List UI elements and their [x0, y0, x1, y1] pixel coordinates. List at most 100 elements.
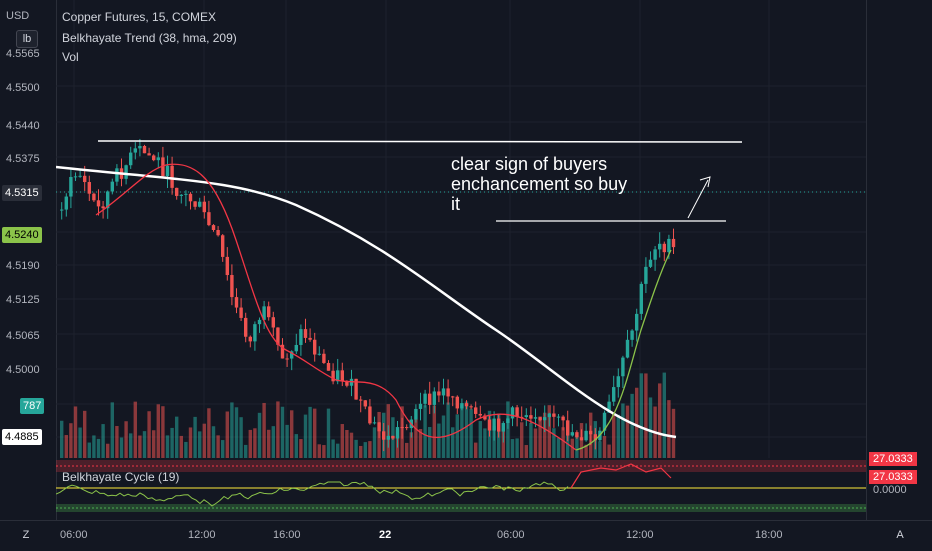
z-button[interactable]: Z [22, 529, 30, 541]
candle-body [354, 378, 358, 400]
candle-body [60, 209, 64, 211]
time-tick: 12:00 [188, 529, 216, 541]
volume-bar [129, 433, 133, 458]
candle-body [395, 427, 400, 439]
volume-bar [455, 414, 459, 458]
chart-title: Copper Futures, 15, COMEX [62, 10, 217, 24]
candle-body [193, 201, 197, 207]
volume-bar [87, 442, 91, 458]
volume-bar [667, 400, 671, 458]
candle-body [92, 193, 96, 201]
volume-bar [188, 427, 193, 458]
volume-bar [124, 421, 128, 458]
volume-bar [147, 411, 151, 458]
chart-annotation[interactable]: clear sign of buyers enchancement so buy… [451, 154, 627, 214]
candle-body [198, 201, 202, 207]
volume-bar [64, 435, 68, 458]
candle-body [428, 393, 432, 405]
volume-bar [524, 445, 528, 458]
price-tick: 4.5125 [6, 294, 40, 306]
volume-bar [322, 445, 326, 458]
oscillator-pane[interactable] [55, 460, 866, 520]
candle-body [400, 427, 404, 429]
candle-body [671, 238, 676, 248]
candle-body [437, 391, 441, 396]
candle-body [340, 370, 344, 382]
volume-bar [253, 428, 257, 458]
volume-bar [267, 429, 271, 458]
candle-body [303, 329, 308, 338]
candle-body [464, 403, 469, 407]
candle-body [593, 434, 597, 441]
candle-body [248, 336, 252, 342]
time-tick: 06:00 [497, 529, 525, 541]
candle-body [635, 313, 639, 331]
volume-bar [662, 372, 666, 458]
candle-body [188, 193, 193, 202]
right-axis[interactable]: 27.0333 27.0333 0.0000 [866, 0, 932, 520]
candle-body [271, 317, 275, 328]
candle-body [64, 196, 68, 210]
candle-body [234, 297, 239, 308]
candle-body [658, 243, 662, 250]
volume-bar [170, 427, 174, 458]
price-axis[interactable]: USD lb 4.5565 4.5500 4.5440 4.5375 4.531… [0, 0, 57, 520]
volume-bar [644, 373, 648, 458]
a-button[interactable]: A [896, 529, 904, 541]
candle-body [359, 399, 363, 401]
candle-body [147, 153, 151, 156]
oscillator-lower-tag: 27.0333 [869, 470, 917, 484]
candle-body [441, 388, 446, 396]
volume-bar [184, 441, 188, 458]
candle-body [138, 145, 142, 149]
candle-body [391, 435, 395, 439]
volume-bar [317, 444, 321, 458]
time-axis[interactable]: Z 06:00 12:00 16:00 22 06:00 12:00 18:00… [0, 520, 932, 551]
volume-bar [156, 404, 160, 458]
time-tick: 06:00 [60, 529, 88, 541]
volume-bar [280, 406, 285, 458]
candle-body [225, 256, 229, 276]
candle-body [211, 225, 216, 230]
candle-body [179, 194, 183, 196]
candle-body [115, 168, 119, 182]
volume-legend[interactable]: Vol [62, 50, 79, 64]
hma-line-green [575, 249, 672, 451]
candle-body [184, 193, 188, 195]
volume-bar [262, 402, 266, 458]
arrow-head [699, 176, 711, 188]
candle-body [625, 339, 630, 358]
candle-body [124, 165, 128, 179]
volume-bar [239, 417, 243, 458]
unit-button[interactable]: lb [16, 30, 38, 48]
volume-bar [248, 429, 252, 458]
candle-body [492, 418, 496, 431]
candle-body [262, 306, 266, 320]
trend-indicator-legend[interactable]: Belkhayate Trend (38, hma, 209) [62, 31, 237, 45]
volume-bar [639, 373, 643, 458]
candle-body [207, 212, 211, 226]
candle-body [368, 406, 372, 424]
volume-bar [405, 442, 409, 458]
volume-bar [474, 442, 478, 458]
candle-body [331, 370, 335, 382]
volume-bar [340, 424, 344, 458]
candle-body [308, 337, 312, 340]
volume-bar [303, 414, 308, 458]
main-chart-pane[interactable] [55, 0, 866, 458]
candle-body [313, 339, 317, 355]
volume-bar [570, 438, 574, 458]
candle-body [667, 238, 671, 253]
volume-bar [418, 429, 423, 458]
volume-bar [308, 406, 312, 458]
candle-body [575, 432, 579, 438]
candle-body [552, 413, 556, 417]
volume-bar [451, 427, 455, 458]
volume-bar [285, 424, 289, 458]
candle-body [239, 307, 243, 318]
candle-body [644, 266, 648, 284]
trend-low-tag: 4.4885 [2, 429, 42, 445]
cycle-indicator-legend[interactable]: Belkhayate Cycle (19) [62, 470, 180, 484]
volume-bar [492, 426, 496, 458]
volume-bar [221, 440, 225, 458]
